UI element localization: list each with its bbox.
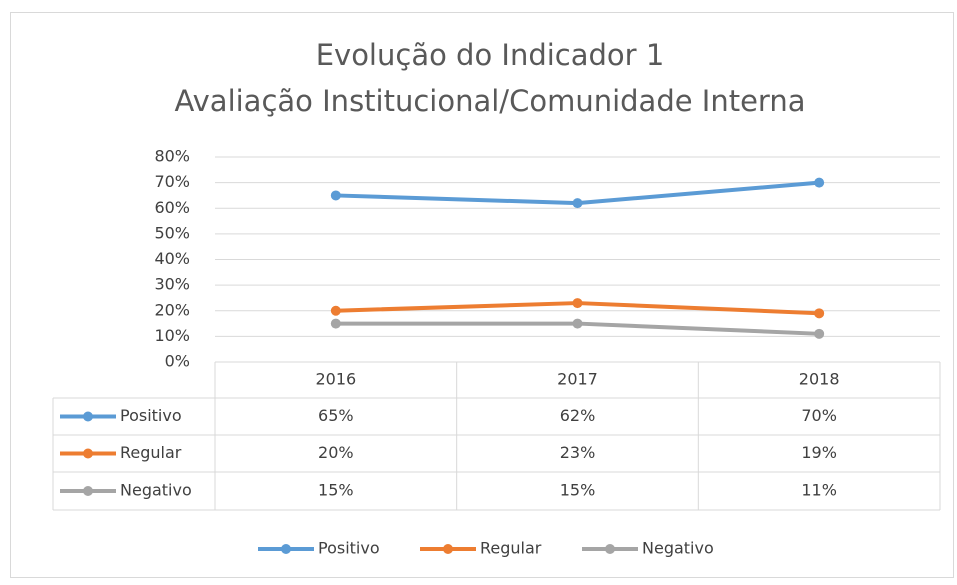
marker [814,308,825,319]
legend-key [281,544,291,554]
table-series-name: Regular [120,443,182,462]
data-label: 15% [560,481,596,500]
y-tick-label: 20% [154,300,190,319]
y-tick-label: 50% [154,223,190,242]
table-series-name: Negativo [120,481,192,500]
y-tick-label: 10% [154,326,190,345]
table-legend-key [83,448,93,459]
table-legend-key [83,411,93,422]
legend-key [605,544,615,554]
data-label: 70% [801,406,837,425]
y-tick-label: 30% [154,275,190,294]
y-tick-label: 70% [154,172,190,191]
data-label: 23% [560,443,596,462]
legend-label: Positivo [318,539,380,558]
y-tick-label: 80% [154,147,190,166]
x-tick-label: 2016 [315,370,356,389]
chart-title: Evolução do Indicador 1 [316,38,665,72]
chart-subtitle: Avaliação Institucional/Comunidade Inter… [175,84,806,118]
data-label: 15% [318,481,354,500]
x-tick-label: 2018 [799,370,840,389]
legend-label: Negativo [642,539,714,558]
data-label: 20% [318,443,354,462]
table-series-name: Positivo [120,406,182,425]
data-label: 62% [560,406,596,425]
legend-label: Regular [480,539,542,558]
y-tick-label: 60% [154,198,190,217]
x-tick-label: 2017 [557,370,598,389]
marker [572,298,583,309]
legend-key [443,544,453,554]
marker [330,318,341,329]
data-label: 11% [801,481,837,500]
data-label: 19% [801,443,837,462]
marker [330,190,341,201]
data-label: 65% [318,406,354,425]
table-legend-key [83,486,93,496]
chart-border [10,12,954,578]
marker [330,305,341,316]
marker [814,177,825,188]
marker [814,328,825,339]
y-tick-label: 40% [154,249,190,268]
marker [572,198,583,209]
y-tick-label: 0% [165,352,190,371]
marker [572,318,583,329]
